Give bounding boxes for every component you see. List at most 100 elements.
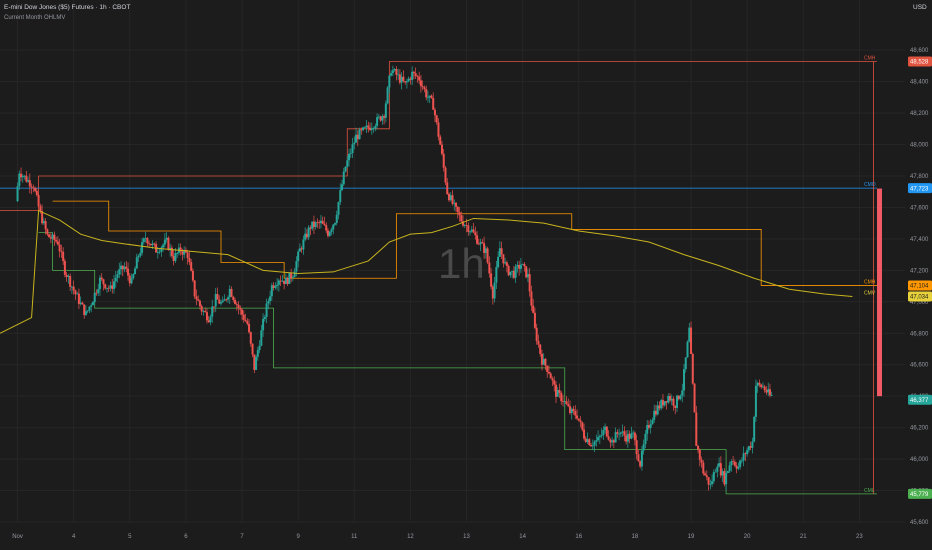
candle-body (512, 270, 515, 278)
candle-body (97, 289, 100, 293)
candle-body (570, 408, 573, 414)
candle-body (749, 446, 752, 448)
candle-body (423, 87, 426, 90)
candle-body (104, 284, 107, 289)
candle-body (390, 73, 393, 76)
candle-body (554, 384, 557, 397)
price-label-box (908, 394, 932, 405)
candle-body (511, 270, 514, 272)
candle-body (495, 267, 498, 283)
candle-body (174, 253, 177, 261)
candle-body (219, 302, 222, 304)
candle-body (718, 463, 721, 467)
candle-body (142, 238, 145, 243)
candle-body (77, 293, 80, 305)
candle-body (225, 299, 228, 301)
candle-body (339, 190, 342, 203)
candle-body (456, 206, 459, 213)
candle-body (388, 75, 391, 88)
candle-body (579, 420, 582, 423)
candle-body (407, 78, 410, 82)
candle-body (625, 435, 628, 442)
candle-body (113, 281, 116, 289)
candle-body (376, 117, 379, 126)
candle-body (341, 184, 344, 191)
candle-body (754, 385, 757, 417)
candle-body (765, 390, 768, 393)
chart-title: E-mini Dow Jones ($5) Futures · 1h · CBO… (4, 4, 131, 11)
candle-body (726, 471, 729, 473)
candle-body (116, 274, 119, 278)
candle-body (279, 280, 282, 282)
price-tick-label: 48,600 (910, 48, 929, 54)
time-axis[interactable]: Nov 4 5 6 7 9 11 12 13 14 16 18 19 20 21 23 (12, 534, 863, 540)
candle-body (439, 136, 442, 145)
candle-body (102, 279, 105, 285)
candle-body (507, 265, 510, 276)
candle-body (344, 166, 347, 172)
candle-body (288, 272, 291, 284)
overlay-marks: CMH CMO CMH CMV CML (864, 55, 882, 494)
candle-body (432, 97, 435, 110)
candle-body (232, 296, 235, 300)
candle-body (611, 440, 614, 443)
candle-body (46, 229, 49, 235)
candle-body (204, 310, 207, 313)
candle-body (397, 74, 400, 76)
candle-body (319, 220, 322, 224)
price-tick-label: 46,000 (910, 457, 929, 463)
candle-body (244, 319, 247, 322)
candle-body (28, 180, 31, 187)
candle-body (719, 463, 722, 476)
candle-body (321, 220, 324, 224)
candle-body (139, 252, 142, 256)
candle-body (156, 252, 159, 253)
candle-body (440, 144, 443, 154)
candle-body (381, 116, 384, 121)
candle-body (120, 265, 123, 270)
candle-body (251, 343, 254, 355)
candle-body (330, 229, 333, 232)
candle-body (626, 433, 629, 442)
candle-body (323, 223, 326, 226)
candle-body (100, 277, 103, 280)
candle-body (49, 237, 52, 239)
price-axis[interactable]: 45,60045,80046,00046,20046,40046,60046,8… (905, 0, 932, 550)
candle-body (509, 271, 512, 276)
candle-body (281, 280, 284, 282)
candle-body (39, 206, 42, 212)
candle-body (53, 234, 56, 240)
candle-body (312, 221, 315, 228)
candle-body (549, 373, 552, 379)
candle-body (572, 408, 575, 411)
candle-body (462, 221, 465, 226)
candle-body (469, 231, 472, 233)
candle-body (532, 305, 535, 313)
candle-body (176, 253, 179, 254)
candle-body (128, 275, 131, 284)
currency-button[interactable]: USD (913, 4, 927, 11)
candle-body (697, 445, 700, 450)
candle-body (640, 450, 643, 467)
candle-body (221, 300, 224, 303)
candle-body (721, 471, 724, 476)
candle-body (342, 171, 345, 185)
candle-body (197, 299, 200, 301)
level-tag: CMV (864, 290, 876, 296)
price-label-text: 47,034 (910, 295, 929, 301)
candle-body (183, 249, 186, 255)
candle-body (291, 277, 294, 279)
time-tick-label: 7 (240, 534, 244, 540)
candle-body (179, 247, 182, 252)
candle-body (307, 227, 310, 238)
candle-body (297, 251, 300, 262)
candle-body (553, 380, 556, 385)
price-tick-label: 45,600 (910, 520, 929, 526)
price-tick-label: 47,400 (910, 237, 929, 243)
candle-body (283, 280, 286, 285)
candle-body (348, 153, 351, 161)
candle-body (600, 435, 603, 437)
candle-body (447, 194, 450, 201)
